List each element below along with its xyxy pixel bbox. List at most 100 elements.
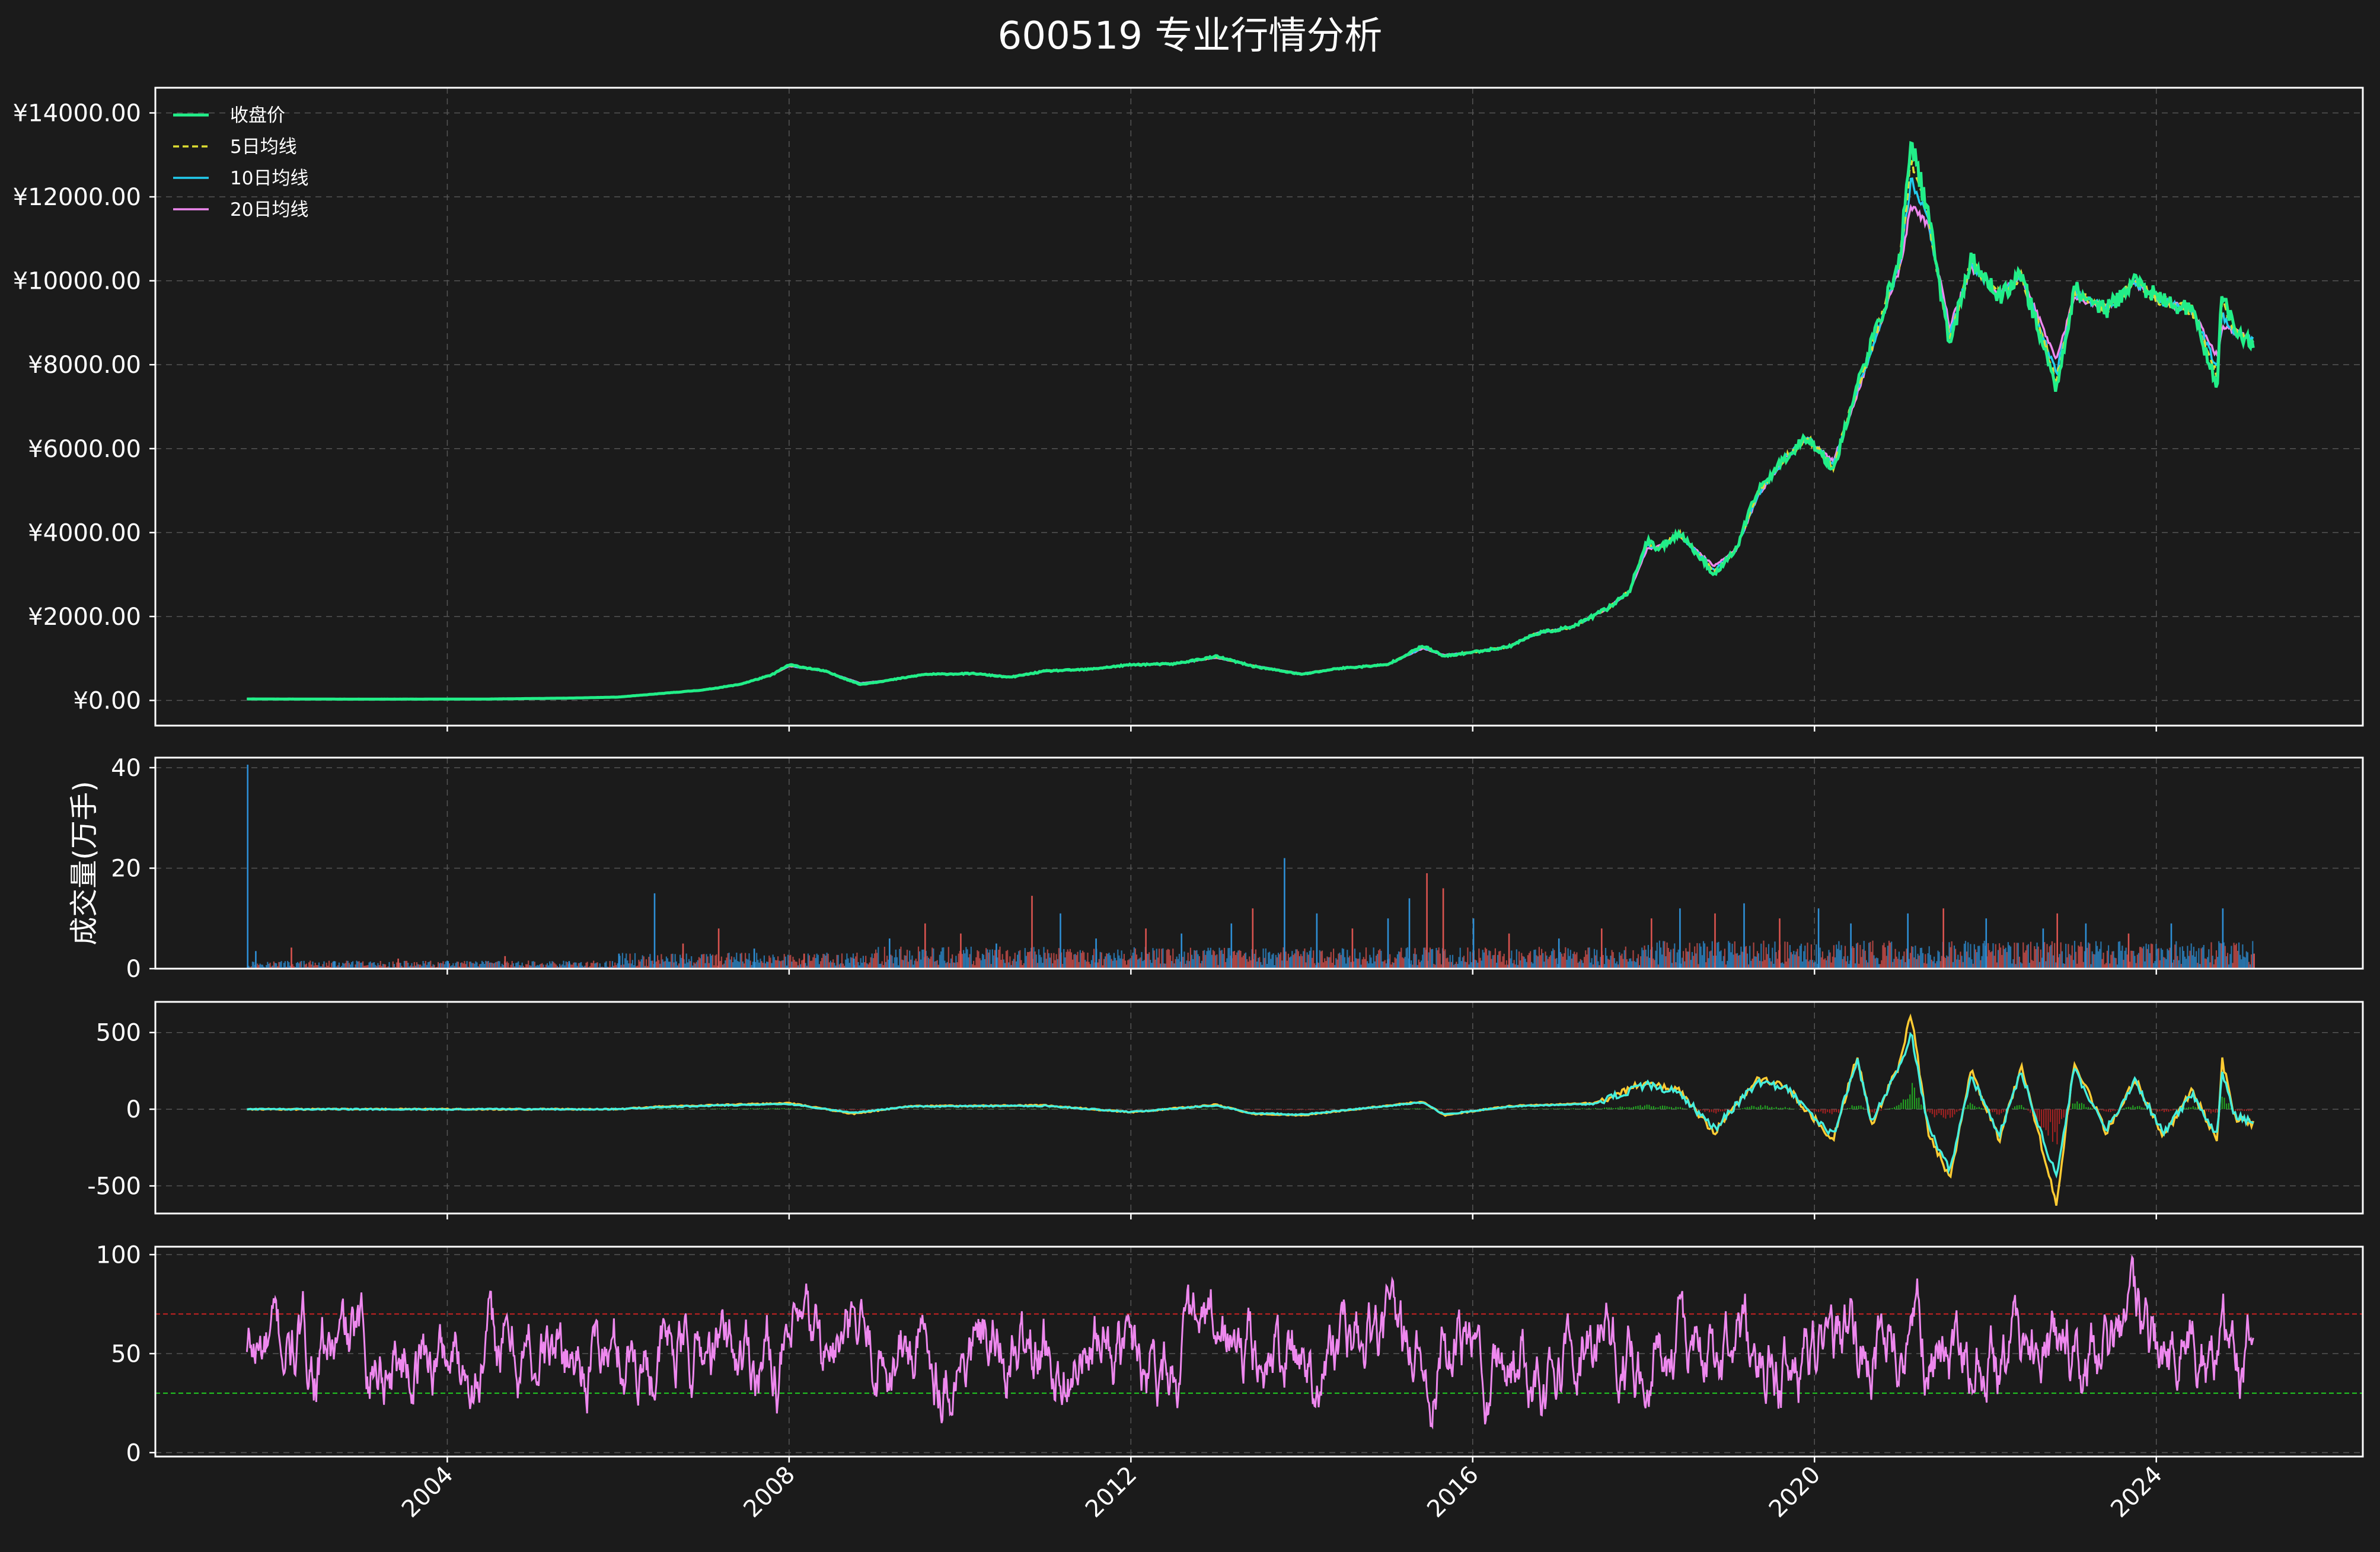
volume-bar xyxy=(1982,943,1984,969)
volume-bar xyxy=(1462,957,1463,969)
volume-bar xyxy=(609,961,611,969)
volume-bar xyxy=(1645,949,1647,969)
volume-bar xyxy=(280,961,282,969)
y-tick-label: 50 xyxy=(111,1340,141,1368)
volume-bar xyxy=(2111,951,2113,969)
volume-bar xyxy=(1976,952,1978,969)
volume-bar xyxy=(1762,961,1763,969)
volume-bar-peak xyxy=(1743,903,1745,969)
volume-bar xyxy=(1899,959,1902,969)
volume-bar xyxy=(1324,958,1326,969)
volume-bar xyxy=(1077,951,1079,969)
volume-bar xyxy=(1083,952,1085,969)
volume-bar xyxy=(748,953,750,969)
volume-bar xyxy=(2050,945,2052,969)
volume-bar xyxy=(990,964,992,969)
volume-bar xyxy=(710,956,713,969)
volume-bar xyxy=(758,962,760,969)
volume-bar xyxy=(1297,951,1299,969)
volume-bar xyxy=(1472,952,1473,969)
volume-bar xyxy=(529,965,531,969)
volume-bar xyxy=(781,960,783,969)
volume-bar xyxy=(1299,956,1300,969)
volume-bar xyxy=(2044,942,2046,969)
volume-bar xyxy=(600,966,602,969)
volume-bar xyxy=(260,965,262,969)
volume-bar xyxy=(1070,952,1073,969)
volume-bar xyxy=(1513,960,1515,969)
volume-bar xyxy=(1003,959,1004,969)
volume-bar xyxy=(963,950,965,969)
volume-bar-peak xyxy=(853,959,855,969)
volume-bar xyxy=(349,964,351,969)
volume-bar xyxy=(268,963,270,969)
chart-title: 600519 专业行情分析 xyxy=(998,14,1383,58)
volume-bar xyxy=(761,961,763,969)
volume-bar xyxy=(2209,962,2211,969)
volume-bar xyxy=(2084,951,2085,969)
volume-bar xyxy=(752,962,754,969)
volume-bar xyxy=(1130,958,1131,969)
volume-bar-peak xyxy=(1985,918,1987,969)
volume-bar xyxy=(2095,941,2097,969)
volume-bar xyxy=(1963,943,1965,969)
volume-bar xyxy=(1901,959,1903,969)
volume-bar xyxy=(539,964,541,969)
volume-bar xyxy=(2229,954,2231,969)
volume-bar xyxy=(1341,948,1343,969)
volume-bar xyxy=(2191,955,2193,969)
volume-bar xyxy=(906,950,908,969)
volume-bar xyxy=(2108,945,2110,969)
volume-bar xyxy=(1338,953,1339,969)
volume-bar xyxy=(688,959,690,969)
volume-bar xyxy=(2244,957,2246,969)
volume-bar xyxy=(1609,959,1610,969)
volume-bar xyxy=(1215,955,1217,969)
volume-bar xyxy=(1964,941,1967,969)
volume-bar xyxy=(1652,958,1654,969)
volume-bar xyxy=(1468,964,1470,969)
volume-bar xyxy=(1236,952,1238,969)
volume-bar xyxy=(594,963,596,969)
volume-bar xyxy=(1671,963,1673,969)
volume-bar xyxy=(1350,962,1352,969)
volume-bar xyxy=(1574,951,1575,969)
volume-bar xyxy=(756,953,758,969)
volume-bar xyxy=(800,964,802,969)
volume-bar-peak xyxy=(1031,896,1033,969)
volume-bar-peak xyxy=(1601,928,1603,969)
volume-bar xyxy=(470,962,471,969)
volume-bar xyxy=(2145,943,2147,969)
volume-bar xyxy=(802,959,804,969)
y-tick-label: ¥4000.00 xyxy=(28,519,141,547)
volume-bar xyxy=(1764,960,1766,969)
volume-bar xyxy=(2154,961,2156,969)
volume-bar xyxy=(851,957,853,969)
volume-bar xyxy=(1064,957,1066,969)
volume-bar xyxy=(604,962,606,969)
volume-bar xyxy=(334,961,336,969)
volume-bar xyxy=(665,956,667,969)
volume-bar xyxy=(2150,943,2152,969)
volume-bar xyxy=(1577,963,1579,969)
volume-bar xyxy=(1922,953,1924,969)
volume-bar xyxy=(1892,962,1894,969)
volume-bar xyxy=(685,953,687,969)
volume-bar xyxy=(1051,953,1052,969)
volume-bar xyxy=(1637,954,1639,969)
volume-bar xyxy=(1750,960,1752,969)
volume-bar xyxy=(1476,960,1478,969)
volume-bar xyxy=(805,963,806,969)
volume-bar xyxy=(1927,953,1929,969)
volume-bar xyxy=(2055,962,2057,969)
volume-bar xyxy=(692,965,694,969)
volume-bar xyxy=(701,954,703,969)
price-y-ticks: ¥0.00¥2000.00¥4000.00¥6000.00¥8000.00¥10… xyxy=(13,100,155,715)
volume-bar xyxy=(468,962,470,969)
volume-bar xyxy=(1373,947,1374,969)
volume-bar xyxy=(295,963,298,969)
volume-bar xyxy=(1140,957,1141,969)
volume-bar xyxy=(1875,957,1877,969)
volume-bar xyxy=(980,960,982,969)
